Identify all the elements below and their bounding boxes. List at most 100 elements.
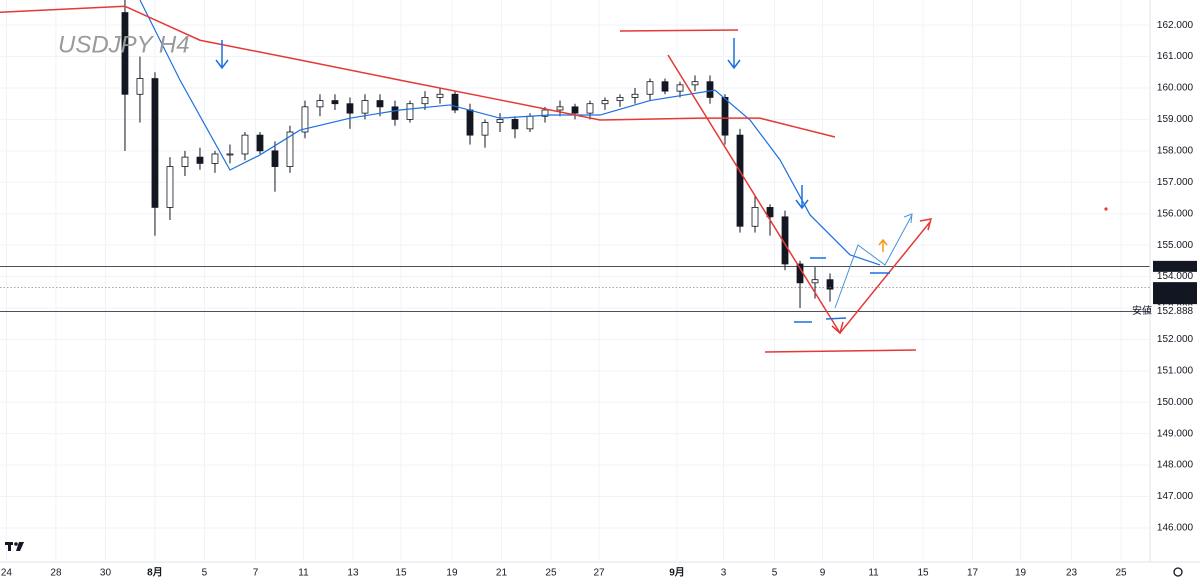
x-tick-label: 13 <box>347 568 359 579</box>
countdown: 20:29 <box>1162 293 1187 304</box>
marks <box>0 0 1150 312</box>
candle-body <box>691 81 699 86</box>
candle-body <box>631 93 639 98</box>
chart-title: USDJPY H4 <box>58 31 190 58</box>
x-tick-label: 19 <box>446 568 458 579</box>
y-tick-label: 161.000 <box>1157 51 1194 62</box>
x-tick-label: 9 <box>820 568 826 579</box>
x-tick-label: 11 <box>868 568 879 579</box>
up-arrow <box>878 238 888 252</box>
x-tick-label: 11 <box>298 568 309 579</box>
x-tick-label: 21 <box>496 568 508 579</box>
candle-body <box>826 279 834 290</box>
candle-body <box>331 100 339 105</box>
x-tick-label: 5 <box>202 568 208 579</box>
x-tick-label: 9月 <box>669 567 685 579</box>
candle-body <box>766 207 774 218</box>
arrowhead <box>831 321 844 335</box>
y-tick-label: 146.000 <box>1157 523 1194 534</box>
candle-body <box>736 134 744 227</box>
moving-average <box>0 5 836 138</box>
price-tag-label: 153.647 <box>1157 282 1194 293</box>
candle-body <box>541 109 549 117</box>
candle-body <box>811 279 819 284</box>
candle-body <box>646 81 654 95</box>
blue-path <box>834 214 913 309</box>
y-tick-label: 155.000 <box>1157 240 1194 251</box>
candle-body <box>241 134 249 155</box>
x-tick-label: 24 <box>1 568 13 579</box>
candle-body <box>406 103 414 120</box>
x-tick-label: 25 <box>1115 568 1127 579</box>
candle-body <box>166 166 174 208</box>
x-tick-label: 15 <box>395 568 407 579</box>
y-tick-label: 160.000 <box>1157 83 1194 94</box>
candle-body <box>301 106 309 133</box>
candle-body <box>466 109 474 136</box>
price-tag-label: 154.324 <box>1157 261 1194 272</box>
candle-body <box>196 156 204 164</box>
y-tick-label: 156.000 <box>1157 208 1194 219</box>
down-arrow <box>215 40 229 70</box>
y-tick-label: 150.000 <box>1157 397 1194 408</box>
axes: 146.000 147.000 148.000 149.000 150.000 151.0… <box>1 20 1198 579</box>
y-tick-label: 147.000 <box>1157 491 1194 502</box>
y-tick-label: 149.000 <box>1157 428 1194 439</box>
candle-body <box>616 97 624 101</box>
candle-body <box>391 106 399 120</box>
candle-body <box>751 207 759 227</box>
y-tick-label: 154.000 <box>1157 271 1194 282</box>
down-arrow <box>795 185 809 210</box>
candle-body <box>556 106 564 111</box>
y-tick-label: 158.000 <box>1157 145 1194 156</box>
x-tick-label: 27 <box>593 568 605 579</box>
x-tick-label: 17 <box>967 568 979 579</box>
x-tick-label: 7 <box>253 568 259 579</box>
y-tick-label: 162.000 <box>1157 20 1194 31</box>
candle-body <box>361 100 369 114</box>
x-tick-label: 28 <box>50 568 62 579</box>
y-tick-label: 148.000 <box>1157 460 1194 471</box>
y-tick-label: 159.000 <box>1157 114 1194 125</box>
down-arrow <box>727 38 741 70</box>
candle-body <box>271 150 279 167</box>
candle-body <box>376 100 384 108</box>
candle-body <box>256 134 264 152</box>
candle-body <box>511 119 519 130</box>
candle-body <box>121 12 129 95</box>
candle-body <box>571 106 579 114</box>
candle-body <box>706 81 714 98</box>
candle-body <box>421 97 429 105</box>
x-tick-label: 30 <box>100 568 112 579</box>
candle-body <box>346 103 354 114</box>
candle-body <box>136 78 144 95</box>
candle-body <box>721 97 729 136</box>
x-tick-label: 19 <box>1015 568 1027 579</box>
grid <box>0 0 1150 560</box>
candle-body <box>226 153 234 156</box>
arrowhead <box>919 218 933 231</box>
arrowhead <box>903 213 913 224</box>
candle-body <box>436 93 444 98</box>
candle-body <box>481 122 489 136</box>
candle-body <box>451 93 459 111</box>
red-line <box>764 349 917 353</box>
dot <box>1104 207 1108 211</box>
candle-body <box>286 131 294 167</box>
candle-body <box>151 78 159 208</box>
tv-logo <box>5 542 24 551</box>
settings-icon[interactable] <box>1173 567 1183 577</box>
y-tick-label: 152.000 <box>1157 334 1194 345</box>
candle-body <box>796 263 804 284</box>
price-tag-label: 152.888 <box>1157 306 1194 317</box>
candle-body <box>586 103 594 114</box>
candle-body <box>316 100 324 108</box>
drawings <box>215 29 1108 353</box>
blue-mark <box>825 317 847 320</box>
candle-body <box>181 156 189 167</box>
price-tag <box>1152 305 1198 318</box>
y-tick-label: 157.000 <box>1157 177 1194 188</box>
candle-body <box>676 84 684 92</box>
